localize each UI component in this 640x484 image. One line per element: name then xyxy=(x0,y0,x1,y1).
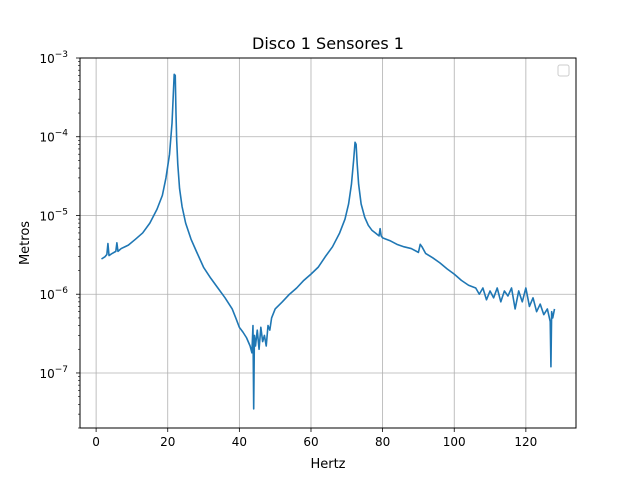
x-tick-label: 60 xyxy=(303,435,318,449)
x-tick-label: 120 xyxy=(514,435,537,449)
x-tick-label: 20 xyxy=(160,435,175,449)
y-axis-label: Metros xyxy=(18,221,33,265)
y-tick-label-exponent: −6 xyxy=(55,286,69,296)
legend-box xyxy=(557,64,570,77)
series-line xyxy=(101,73,556,410)
y-tick-label-base: 10 xyxy=(39,367,54,381)
y-tick-label-exponent: −5 xyxy=(55,207,68,217)
y-tick-label: 10−5 xyxy=(39,207,68,223)
chart-title: Disco 1 Sensores 1 xyxy=(252,34,404,53)
plot-frame xyxy=(79,57,577,429)
y-tick-label-base: 10 xyxy=(39,52,54,66)
y-tick-label: 10−6 xyxy=(39,286,68,302)
x-tick-label: 100 xyxy=(443,435,466,449)
y-tick-label-base: 10 xyxy=(39,209,54,223)
x-tick-label: 40 xyxy=(232,435,247,449)
y-tick-label-exponent: −3 xyxy=(55,50,68,60)
grid-layer xyxy=(80,57,576,428)
y-tick-label-base: 10 xyxy=(39,131,54,145)
x-tick-label: 0 xyxy=(92,435,100,449)
y-tick-label: 10−7 xyxy=(39,365,68,381)
y-tick-label: 10−4 xyxy=(39,129,68,145)
y-tick-label-exponent: −7 xyxy=(55,365,68,375)
y-tick-label-base: 10 xyxy=(39,288,54,302)
x-axis-label: Hertz xyxy=(310,457,345,472)
y-tick-label: 10−3 xyxy=(39,50,68,66)
series-layer xyxy=(101,73,556,410)
x-tick-label: 80 xyxy=(375,435,390,449)
y-tick-label-exponent: −4 xyxy=(55,129,69,139)
